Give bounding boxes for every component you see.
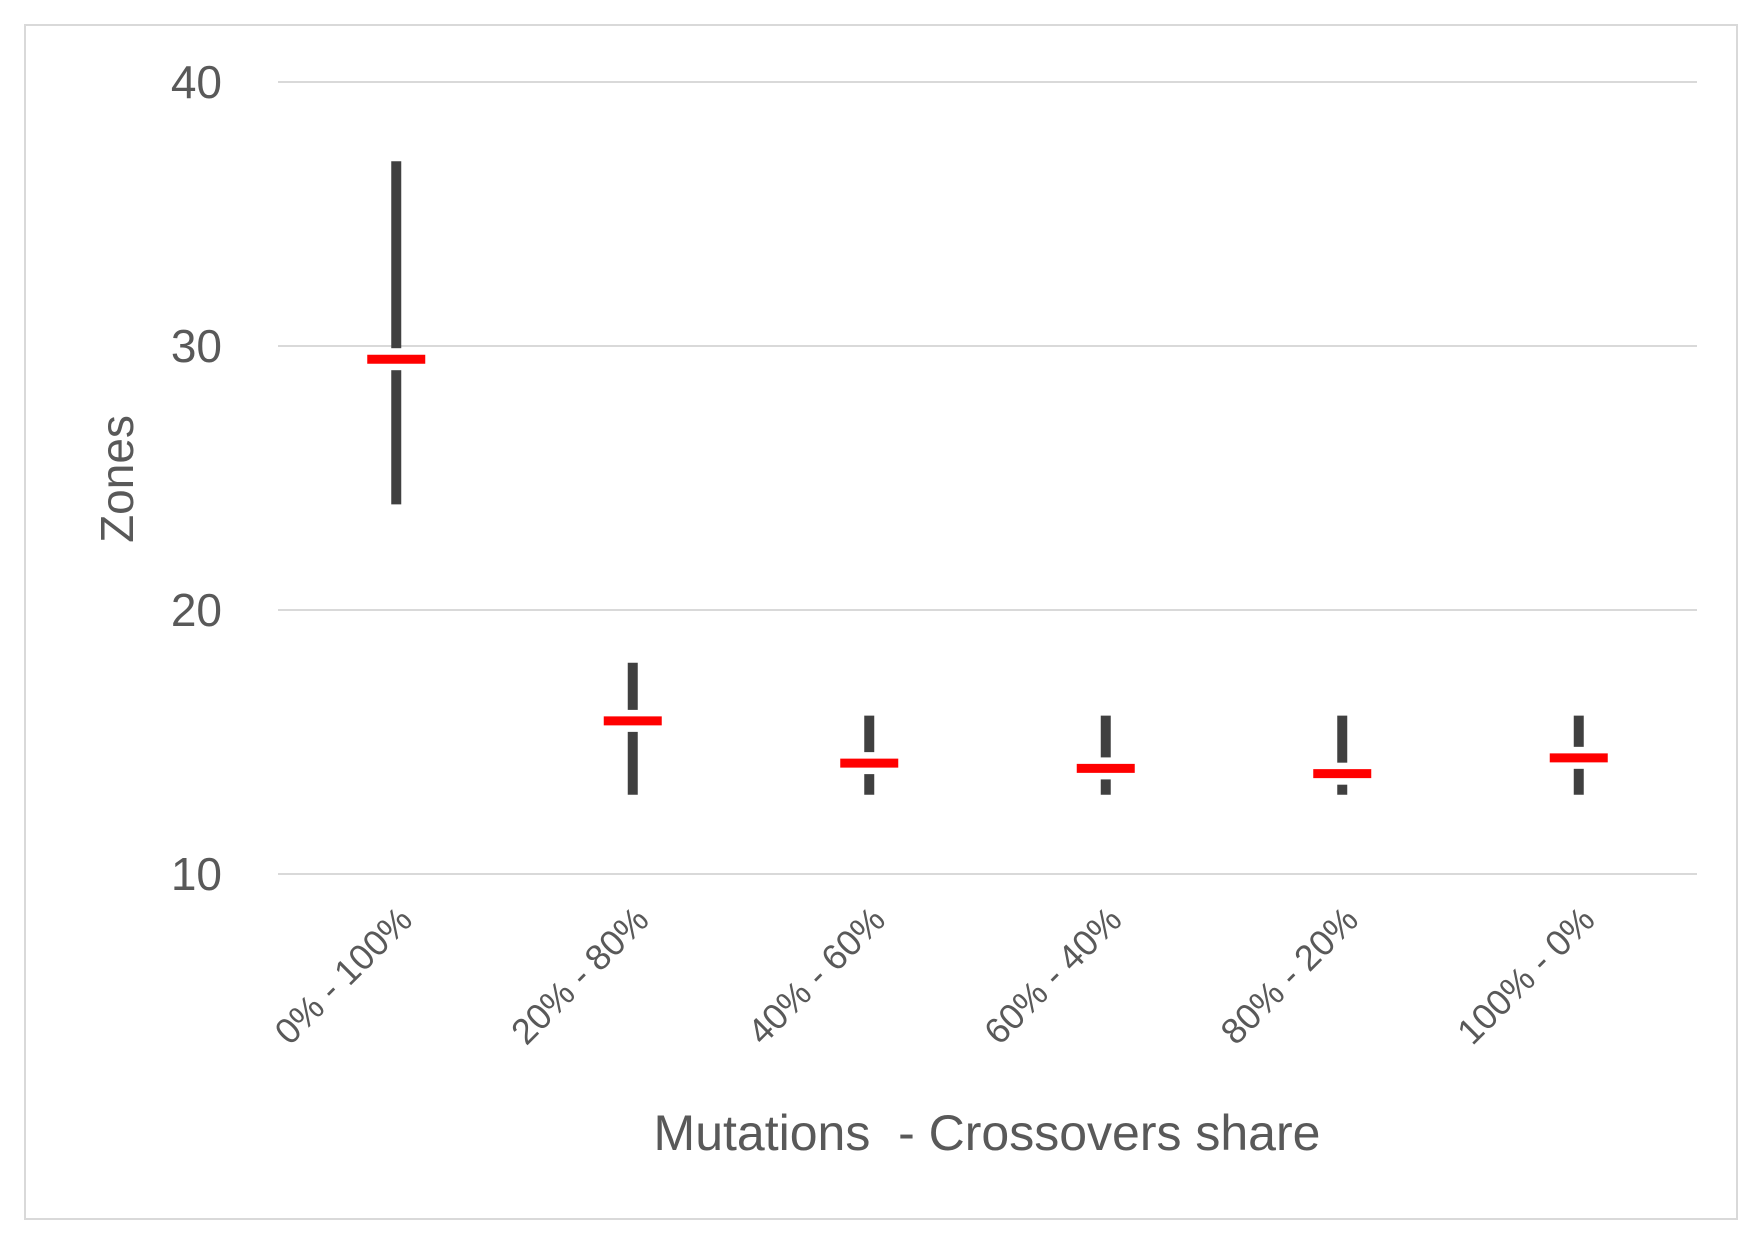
x-tick-label: 60% - 40% xyxy=(976,899,1130,1053)
range-bars xyxy=(391,161,1584,795)
y-tick-label: 10 xyxy=(171,848,222,900)
y-tick-label: 40 xyxy=(171,56,222,108)
chart-frame xyxy=(24,24,1738,1220)
y-tick-label: 30 xyxy=(171,320,222,372)
x-tick-label: 0% - 100% xyxy=(266,899,420,1053)
mean-markers xyxy=(367,348,1608,785)
x-tick-label: 20% - 80% xyxy=(503,899,657,1053)
x-tick-label: 40% - 60% xyxy=(739,899,893,1053)
x-axis-ticks: 0% - 100% 20% - 80% 40% - 60% 60% - 40% 80% … xyxy=(266,899,1602,1053)
gridlines xyxy=(278,81,1697,875)
y-axis-title: Zones xyxy=(91,415,143,543)
x-tick-label: 80% - 20% xyxy=(1212,899,1366,1053)
y-tick-label: 20 xyxy=(171,584,222,636)
x-axis-title: Mutations - Crossovers share xyxy=(654,1105,1321,1161)
y-axis-ticks: 10 20 30 40 xyxy=(171,56,222,900)
x-tick-label: 100% - 0% xyxy=(1449,899,1603,1053)
